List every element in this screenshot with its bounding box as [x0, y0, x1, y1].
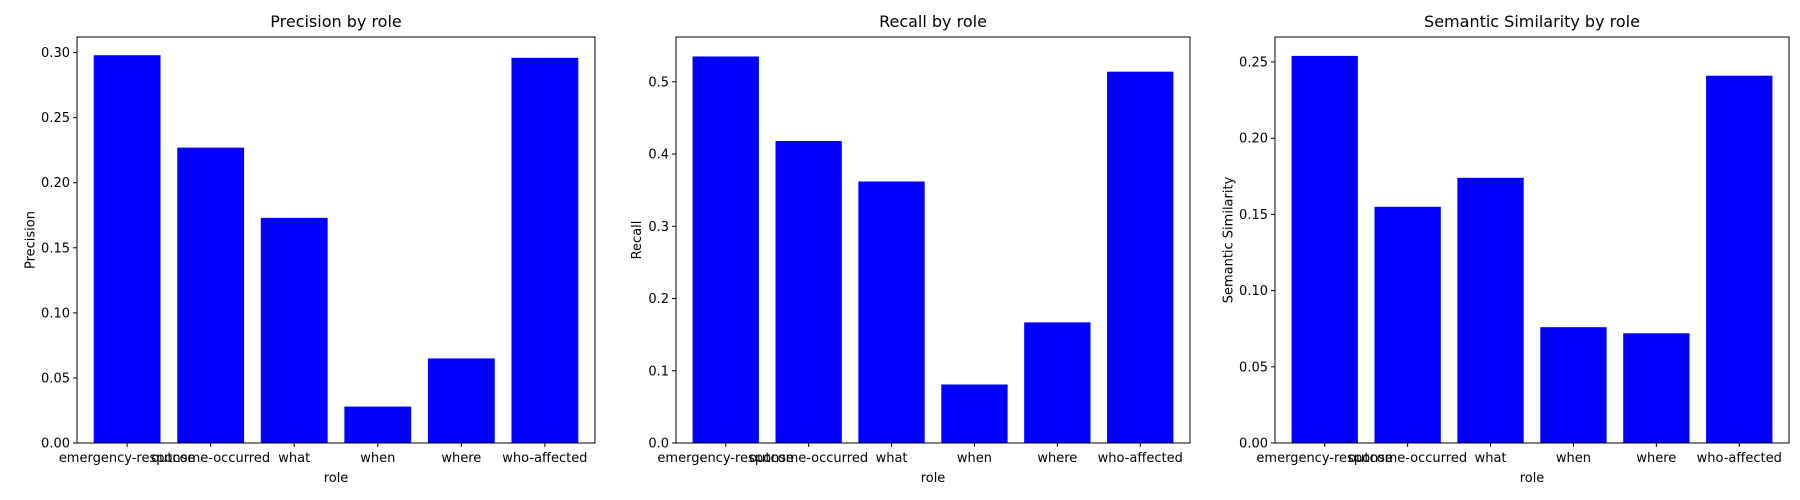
x-tick-label: emergency-response: [1256, 451, 1393, 466]
x-tick-label: when: [360, 451, 395, 466]
bar: [344, 406, 412, 443]
chart-panel: 0.00 0.05 0.10 0.15 0.20 0.25 0.30 emergency-re…: [24, 12, 596, 486]
x-tick-label: outcome-occurred: [1348, 451, 1467, 466]
y-tick-label: 0.1: [648, 364, 669, 379]
bar: [177, 147, 245, 443]
y-tick-label: 0.00: [1239, 437, 1268, 452]
bar: [260, 217, 328, 443]
x-tick-label: when: [957, 451, 992, 466]
y-tick-label: 0.20: [1239, 132, 1268, 147]
x-tick-label: what: [278, 451, 310, 466]
y-tick-label: 0.15: [1239, 208, 1268, 223]
bar: [858, 181, 925, 443]
y-axis-label: Semantic Similarity: [1222, 176, 1237, 303]
x-tick-label: outcome-occurred: [749, 451, 868, 466]
y-axis-label: Precision: [24, 211, 39, 269]
x-tick-label: where: [1636, 451, 1676, 466]
x-axis-label: role: [324, 471, 349, 486]
bar: [692, 56, 759, 443]
y-axis-label: Recall: [630, 221, 645, 260]
axes-frame: [675, 36, 1191, 444]
x-tick-label: who-affected: [502, 451, 587, 466]
y-tick-label: 0.00: [41, 437, 70, 452]
y-tick-label: 0.15: [41, 241, 70, 256]
x-tick-label: who-affected: [1697, 451, 1782, 466]
x-tick-label: what: [876, 451, 908, 466]
x-tick-label: what: [1475, 451, 1507, 466]
bar: [93, 55, 161, 443]
y-tick-label: 0.05: [41, 371, 70, 386]
chart-title: Semantic Similarity by role: [1424, 12, 1640, 31]
chart-title: Recall by role: [879, 12, 987, 31]
x-tick-label: where: [1037, 451, 1077, 466]
bar: [1540, 327, 1607, 443]
chart-title: Precision by role: [270, 12, 402, 31]
y-tick-label: 0.30: [41, 46, 70, 61]
bar: [775, 141, 842, 443]
y-tick-label: 0.4: [648, 148, 669, 163]
y-tick-label: 0.3: [648, 220, 669, 235]
y-tick-label: 0.20: [41, 176, 70, 191]
bar: [1623, 333, 1690, 443]
y-tick-label: 0.10: [1239, 284, 1268, 299]
chart-panel: 0.0 0.1 0.2 0.3 0.4 0.5 emergency-responseoutc…: [630, 12, 1191, 486]
y-tick-label: 0.0: [648, 437, 669, 452]
x-tick-label: when: [1556, 451, 1591, 466]
chart-panel: 0.00 0.05 0.10 0.15 0.20 0.25 emergency-respon…: [1222, 12, 1790, 486]
bar: [941, 384, 1008, 443]
bar: [1457, 177, 1524, 443]
y-tick-label: 0.5: [648, 75, 669, 90]
x-tick-label: outcome-occurred: [151, 451, 270, 466]
bar: [1107, 71, 1174, 444]
y-tick-label: 0.05: [1239, 360, 1268, 375]
y-tick-label: 0.2: [648, 292, 669, 307]
axes-frame: [1274, 36, 1790, 444]
x-tick-label: emergency-response: [59, 451, 196, 466]
axes-frame: [76, 36, 596, 444]
y-tick-label: 0.10: [41, 306, 70, 321]
x-tick-label: who-affected: [1098, 451, 1183, 466]
bar: [1024, 322, 1091, 443]
x-axis-label: role: [921, 471, 946, 486]
x-tick-label: where: [441, 451, 481, 466]
bar: [1706, 75, 1773, 444]
chart-panels: 0.00 0.05 0.10 0.15 0.20 0.25 0.30 emergency-re…: [24, 12, 1790, 486]
bar: [427, 358, 495, 443]
x-tick-label: emergency-response: [657, 451, 794, 466]
bar: [1374, 206, 1441, 443]
y-tick-label: 0.25: [41, 111, 70, 126]
y-tick-label: 0.25: [1239, 55, 1268, 70]
bar: [1291, 55, 1358, 444]
x-axis-label: role: [1520, 471, 1545, 486]
bar: [511, 57, 579, 443]
